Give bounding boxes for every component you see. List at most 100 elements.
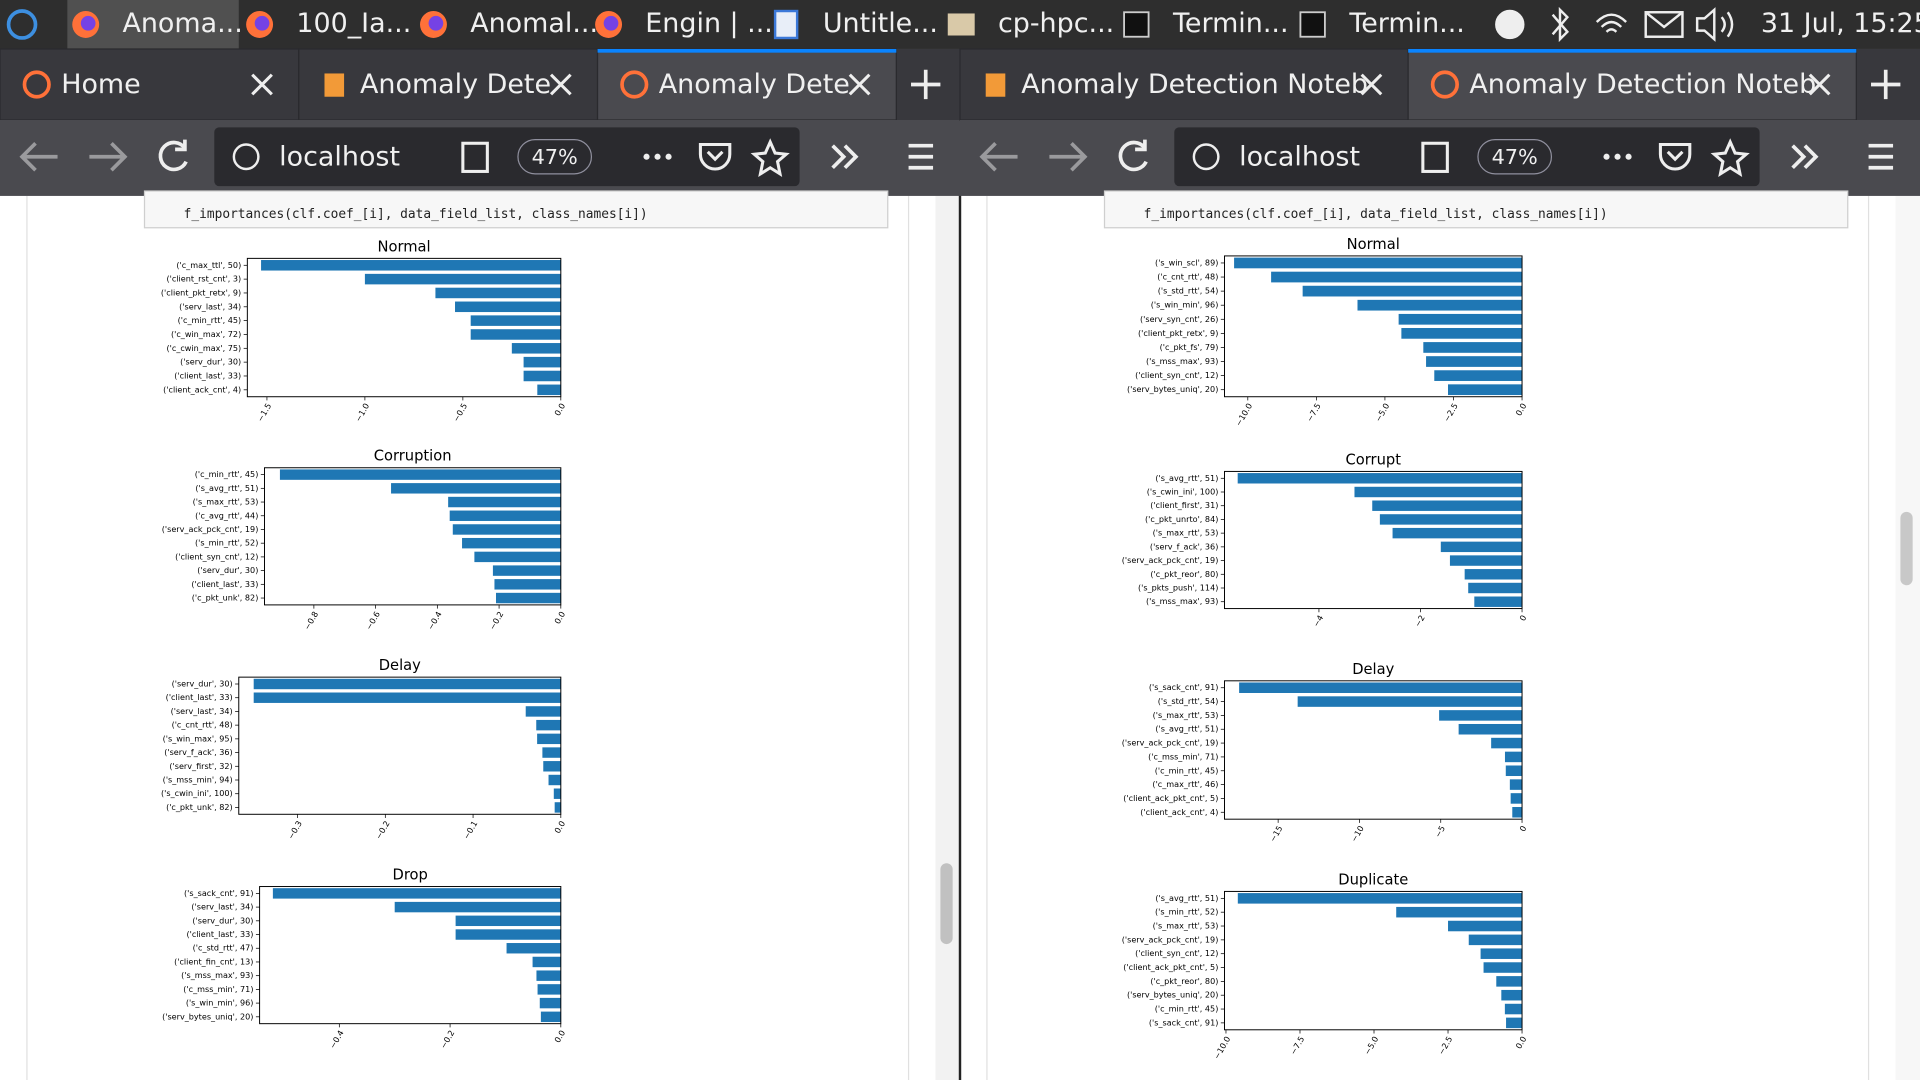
bar [1505, 765, 1523, 777]
category-label: ('client_first', 31) [1150, 500, 1218, 510]
category-label: ('c_pkt_reor', 80) [1150, 976, 1218, 986]
scrollbar[interactable] [935, 195, 960, 1080]
url[interactable]: localhost [279, 141, 400, 172]
menu-icon[interactable] [6, 9, 38, 40]
app-icon [80, 15, 96, 31]
tab-title[interactable]: Anomaly Detection Noteb [1469, 69, 1816, 100]
bar [1509, 779, 1523, 790]
bar [539, 997, 561, 1009]
bar [455, 929, 561, 940]
chart-title: Normal [378, 238, 431, 255]
category-label: ('s_mss_min', 94) [163, 774, 233, 784]
category-label: ('s_avg_rtt', 51) [1155, 724, 1218, 734]
bar [1501, 989, 1523, 1001]
overflow[interactable] [1791, 144, 1819, 170]
tab-highlight [1408, 48, 1857, 53]
category-label: ('c_std_rtt', 47) [193, 943, 254, 953]
task-label[interactable]: 100_Ia... [296, 8, 411, 39]
tab-title[interactable]: Home [61, 69, 141, 100]
zoom-pill[interactable] [1477, 138, 1553, 175]
bookmark-star[interactable] [750, 138, 790, 178]
category-label: ('s_max_rtt', 53) [1153, 528, 1219, 538]
bar [554, 802, 561, 813]
url-bar[interactable] [1174, 127, 1760, 187]
scroll-thumb[interactable] [1900, 511, 1913, 586]
bar [523, 356, 561, 368]
category-label: ('c_max_ttl', 50) [176, 260, 241, 270]
bar [272, 888, 561, 899]
zoom-pill[interactable] [517, 138, 593, 175]
task-label[interactable]: cp-hpc... [998, 8, 1114, 39]
tab-close[interactable] [1808, 73, 1831, 96]
category-label: ('c_min_rtt', 45) [1155, 765, 1219, 775]
bookmark-star[interactable] [1710, 138, 1750, 178]
url-bar[interactable] [214, 127, 800, 187]
bar [1271, 271, 1523, 283]
reload-button[interactable] [1118, 139, 1148, 172]
new-tab[interactable] [911, 69, 941, 100]
bar [1379, 514, 1523, 525]
chart-title: Delay [379, 657, 421, 674]
scroll-thumb[interactable] [940, 863, 953, 945]
bar [1372, 500, 1523, 511]
tab-close[interactable] [848, 73, 871, 96]
tab-title[interactable]: Anomaly Detection Noteb [1021, 69, 1368, 100]
category-label: ('client_syn_cnt', 12) [1135, 948, 1218, 958]
axes-frame [246, 257, 562, 398]
bar [449, 510, 561, 521]
task-label[interactable]: Termin... [1172, 8, 1288, 39]
bar [1297, 696, 1523, 707]
category-label: ('client_syn_cnt', 12) [175, 551, 258, 561]
reader-icon[interactable] [1421, 141, 1449, 173]
reader-icon[interactable] [461, 141, 489, 173]
bar [1458, 723, 1523, 735]
task-label[interactable]: Termin... [1348, 8, 1464, 39]
task-label[interactable]: Engin | ... [645, 8, 773, 39]
task-label[interactable]: Anomal... [470, 8, 598, 39]
overflow[interactable] [831, 144, 859, 170]
axes-frame [1224, 255, 1523, 398]
axes-frame [1224, 470, 1523, 610]
url[interactable]: localhost [1239, 141, 1360, 172]
forward-button[interactable] [89, 141, 128, 172]
code-line: f_importances(clf.coef_[i], data_field_l… [184, 207, 648, 222]
app-icon [428, 15, 444, 31]
tab-close[interactable] [549, 73, 572, 96]
category-label: ('s_max_rtt', 53) [1153, 921, 1219, 931]
pocket-icon[interactable] [698, 142, 732, 171]
menu-button[interactable] [908, 143, 934, 170]
category-label: ('client_ack_pkt_cnt', 5) [1123, 793, 1218, 803]
tab[interactable] [0, 48, 300, 121]
new-tab[interactable] [1871, 69, 1901, 100]
reload-button[interactable] [158, 139, 188, 172]
pocket-icon[interactable] [1658, 142, 1692, 171]
scrollbar[interactable] [1895, 195, 1920, 1080]
zoom-level[interactable]: 47% [532, 145, 578, 169]
category-label: ('s_win_scl', 89) [1155, 257, 1218, 267]
bar [511, 343, 561, 354]
task-label[interactable]: Anoma... [122, 8, 242, 39]
tab-close[interactable] [1360, 73, 1383, 96]
tab[interactable] [959, 48, 1409, 121]
bar [470, 315, 561, 326]
chart-title: Corrupt [1346, 451, 1402, 468]
zoom-level[interactable]: 47% [1492, 145, 1538, 169]
task-label[interactable]: Untitle... [823, 8, 938, 39]
back-button[interactable] [19, 141, 58, 172]
category-label: ('s_min_rtt', 52) [195, 538, 258, 548]
tab-title[interactable]: Anomaly Dete [659, 69, 850, 100]
category-label: ('c_pkt_unrto', 84) [1145, 514, 1218, 524]
app-icon [254, 15, 270, 31]
app-icon [947, 13, 975, 36]
forward-button[interactable] [1049, 141, 1088, 172]
back-button[interactable] [979, 141, 1018, 172]
bar [448, 496, 561, 508]
tab-close[interactable] [251, 73, 273, 96]
category-label: ('c_min_rtt', 45) [1155, 1004, 1219, 1014]
bar [455, 915, 561, 927]
tab-title[interactable]: Anomaly Dete [360, 69, 551, 100]
menu-button[interactable] [1868, 143, 1894, 170]
category-label: ('client_last', 33) [174, 370, 241, 380]
bar [542, 747, 561, 758]
tab[interactable] [1407, 48, 1857, 121]
